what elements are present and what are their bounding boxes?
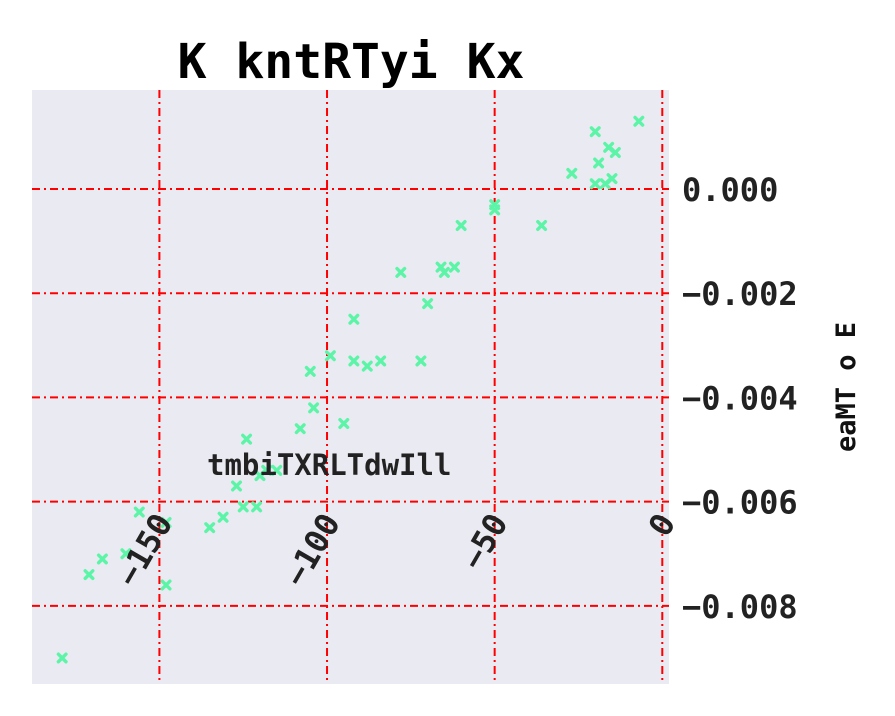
data-point (455, 219, 467, 231)
data-points (56, 115, 645, 664)
data-point (241, 433, 253, 445)
y-tick-label: −0.006 (682, 484, 798, 522)
data-point (361, 360, 373, 372)
data-point (324, 350, 336, 362)
chart-title: K kntRTyi Kx (178, 34, 525, 90)
data-point (120, 548, 132, 560)
data-point (261, 464, 273, 476)
data-point (237, 501, 249, 513)
data-point (593, 157, 605, 169)
data-point (448, 261, 460, 273)
data-point (56, 652, 68, 664)
data-point (304, 365, 316, 377)
y-tick-labels: 0.000 −0.002 −0.004 −0.006 −0.008 (682, 171, 798, 626)
data-point (231, 480, 243, 492)
y-tick-label: −0.002 (682, 275, 798, 313)
grid-lines (32, 90, 669, 684)
data-point (489, 199, 501, 211)
data-point (160, 516, 172, 528)
data-point (348, 313, 360, 325)
data-point (536, 219, 548, 231)
y-axis-label: eaMT o E (831, 322, 862, 452)
data-point (96, 553, 108, 565)
data-point (422, 298, 434, 310)
data-point (438, 266, 450, 278)
y-tick-label: −0.004 (682, 379, 798, 417)
data-point (338, 417, 350, 429)
data-point (633, 115, 645, 127)
data-point (294, 423, 306, 435)
chart-annotation: tmbiTXRLTdwIll (207, 448, 451, 482)
y-tick-label: −0.008 (682, 588, 798, 626)
data-point (217, 511, 229, 523)
data-point (271, 464, 283, 476)
data-point (83, 569, 95, 581)
data-point (375, 355, 387, 367)
data-point (348, 355, 360, 367)
data-point (415, 355, 427, 367)
plot-area (32, 90, 669, 684)
y-tick-label: 0.000 (682, 171, 778, 209)
data-point (251, 501, 263, 513)
data-point (589, 178, 601, 190)
data-point (609, 147, 621, 159)
data-point (606, 173, 618, 185)
data-point (566, 167, 578, 179)
data-point (589, 126, 601, 138)
data-point (133, 506, 145, 518)
data-point (308, 402, 320, 414)
data-point (204, 522, 216, 534)
data-point (160, 579, 172, 591)
data-point (395, 266, 407, 278)
